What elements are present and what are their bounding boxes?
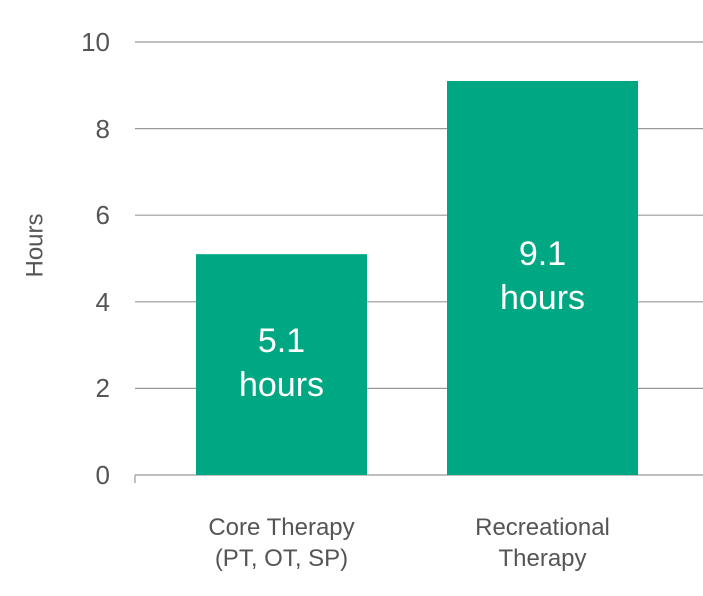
y-tick-label: 4	[95, 286, 110, 317]
bar	[196, 254, 367, 475]
x-tick-label: Recreational Therapy	[475, 514, 610, 572]
y-tick-label: 2	[95, 373, 110, 404]
value-label: 5.1 hours	[238, 321, 325, 404]
x-tick-label: Core Therapy (PT, OT, SP)	[208, 514, 355, 572]
y-tick-label: 6	[95, 200, 110, 231]
y-tick-label: 0	[95, 460, 110, 490]
value-label: 9.1 hours	[499, 234, 586, 317]
bar	[447, 80, 638, 475]
y-tick-label: 10	[81, 27, 110, 57]
y-tick-label: 8	[95, 113, 110, 144]
y-axis-label: Hours	[21, 213, 49, 278]
